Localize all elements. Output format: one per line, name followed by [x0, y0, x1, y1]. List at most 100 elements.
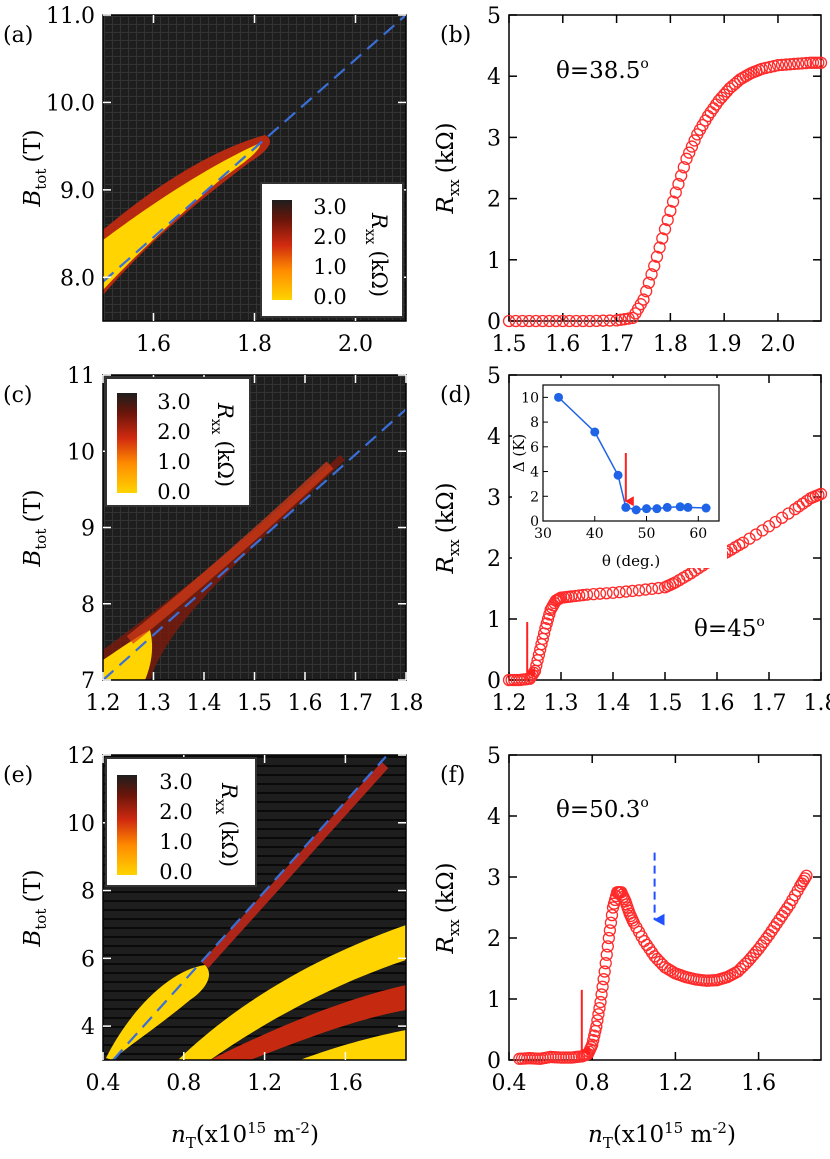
- x-tick-label: 1.8: [804, 691, 830, 716]
- data-point: [599, 957, 612, 970]
- y-tick-label: 4: [487, 65, 501, 90]
- data-point: [569, 589, 582, 603]
- angle-annotation-text: θ=38.5: [556, 58, 640, 84]
- y-tick-label: 10: [67, 812, 95, 837]
- data-point: [775, 58, 789, 72]
- panel-b: 1.5 1.6 1.7 1.8 1.9 2.0 0 1 2 3 4 5 (b) θ=38.5o Rx…: [433, 4, 828, 357]
- data-point: [683, 146, 696, 159]
- y-label-unit: (T): [20, 869, 46, 902]
- colorbar-label-sub: xx: [208, 419, 224, 435]
- colorbar-tick-label: 2.0: [157, 420, 190, 444]
- colorbar-legend: 3.0 2.0 1.0 0.0 Rxx (kΩ): [105, 757, 257, 887]
- panel-f: 0.4 0.8 1.2 1.6 0 1 2 3 4 5 (f) θ=50.3o Rxx (kΩ): [433, 744, 822, 1096]
- data-point: [783, 58, 797, 71]
- y-tick-label: 0: [487, 1049, 501, 1074]
- x-label-main: n: [171, 1122, 186, 1148]
- colorbar-label-sub: xx: [362, 229, 378, 245]
- x-tick-label: 0.8: [166, 1071, 201, 1096]
- data-point: [798, 872, 812, 885]
- data-point: [591, 1014, 604, 1027]
- data-point: [640, 285, 653, 298]
- data-series: [502, 56, 828, 328]
- x-tick-label: 1.9: [707, 332, 742, 357]
- y-axis-label: Rxx (kΩ): [433, 862, 463, 954]
- colorbar-tick-label: 2.0: [159, 800, 192, 824]
- inset-y-tick-label: 2: [530, 489, 539, 505]
- angle-annotation: θ=50.3o: [556, 795, 649, 823]
- data-point: [529, 314, 543, 328]
- data-point: [677, 161, 690, 174]
- inset-x-label: θ (deg.): [602, 552, 660, 570]
- data-point: [586, 1038, 599, 1051]
- y-tick-label: 12: [67, 744, 95, 769]
- data-point: [650, 250, 664, 263]
- data-point: [685, 140, 699, 153]
- y-tick-label: 5: [487, 4, 501, 29]
- colorbar-legend: 3.0 2.0 1.0 0.0 Rxx (kΩ): [260, 182, 404, 318]
- svg-text:Btot(T): Btot (T): [20, 489, 50, 567]
- x-tick-label: 1.7: [599, 332, 634, 357]
- inset-series: [554, 392, 711, 515]
- inset-point: [642, 504, 652, 514]
- inset-point: [613, 470, 623, 480]
- data-point: [637, 293, 650, 306]
- y-label-sub: tot: [32, 529, 50, 550]
- x-tick-label: 1.6: [136, 332, 171, 357]
- y-label-sub: xx: [445, 919, 463, 936]
- inset-point: [621, 502, 631, 512]
- y-label-sub: xx: [445, 179, 463, 196]
- x-tick-label: 1.3: [544, 691, 579, 716]
- data-point: [756, 524, 769, 537]
- plot-frame: [102, 754, 407, 1061]
- svg-text:Btot(T): Btot (T): [20, 869, 50, 947]
- data-point: [749, 528, 763, 541]
- data-point: [595, 988, 608, 1001]
- data-point: [604, 916, 618, 929]
- data-point: [642, 276, 656, 289]
- inset-y-label: Δ (K): [510, 434, 528, 473]
- heatmap-ridge: [201, 761, 389, 968]
- y-label-main: B: [20, 930, 46, 948]
- data-point: [541, 612, 555, 626]
- x-tick-label: 1.7: [752, 691, 787, 716]
- data-point: [800, 869, 813, 882]
- x-tick-label: 1.6: [545, 332, 580, 357]
- data-point: [743, 532, 756, 545]
- x-tick-label: 0.4: [86, 1071, 121, 1096]
- data-point: [661, 213, 674, 227]
- panel-a: 1.6 1.8 2.0 8.0 9.0 10.0 11.0 (a) Btot (T) 3.0…: [3, 4, 407, 357]
- colorbar-label-main: R: [367, 212, 391, 229]
- y-tick-label: 2: [487, 547, 501, 572]
- x-label-unit2: m: [266, 1122, 295, 1148]
- data-point: [613, 586, 626, 599]
- y-axis-label: Btot (T): [20, 869, 50, 947]
- y-tick-label: 6: [81, 947, 95, 972]
- data-point: [736, 536, 750, 549]
- inset-y-tick-label: 4: [530, 465, 539, 481]
- data-point: [656, 232, 669, 245]
- angle-annotation-sup: o: [640, 56, 648, 72]
- inset-point: [652, 504, 662, 514]
- angle-annotation-text: θ=45: [694, 616, 756, 642]
- colorbar-label-main: R: [217, 782, 241, 799]
- data-point: [596, 314, 610, 327]
- data-point: [601, 940, 614, 953]
- data-point: [502, 314, 516, 328]
- x-label-exp2: -2: [295, 1119, 310, 1137]
- x-tick-label: 1.7: [338, 691, 373, 716]
- heatmap-band-core: [103, 630, 153, 680]
- y-tick-label: 0: [487, 310, 501, 335]
- colorbar-gradient: [272, 200, 292, 300]
- data-point: [580, 588, 594, 601]
- data-point: [536, 314, 549, 328]
- panel-label: (f): [440, 763, 465, 788]
- x-label-sub: T: [603, 1134, 613, 1152]
- x-tick-label: 1.3: [136, 691, 171, 716]
- y-label-unit: (kΩ): [433, 122, 459, 173]
- x-label-unit2: m: [683, 1122, 712, 1148]
- x-tick-label: 1.2: [247, 1071, 282, 1096]
- colorbar-label-main: R: [213, 402, 237, 419]
- panel-label: (b): [440, 23, 471, 48]
- x-tick-label: 1.6: [700, 691, 735, 716]
- y-tick-label: 3: [487, 486, 501, 511]
